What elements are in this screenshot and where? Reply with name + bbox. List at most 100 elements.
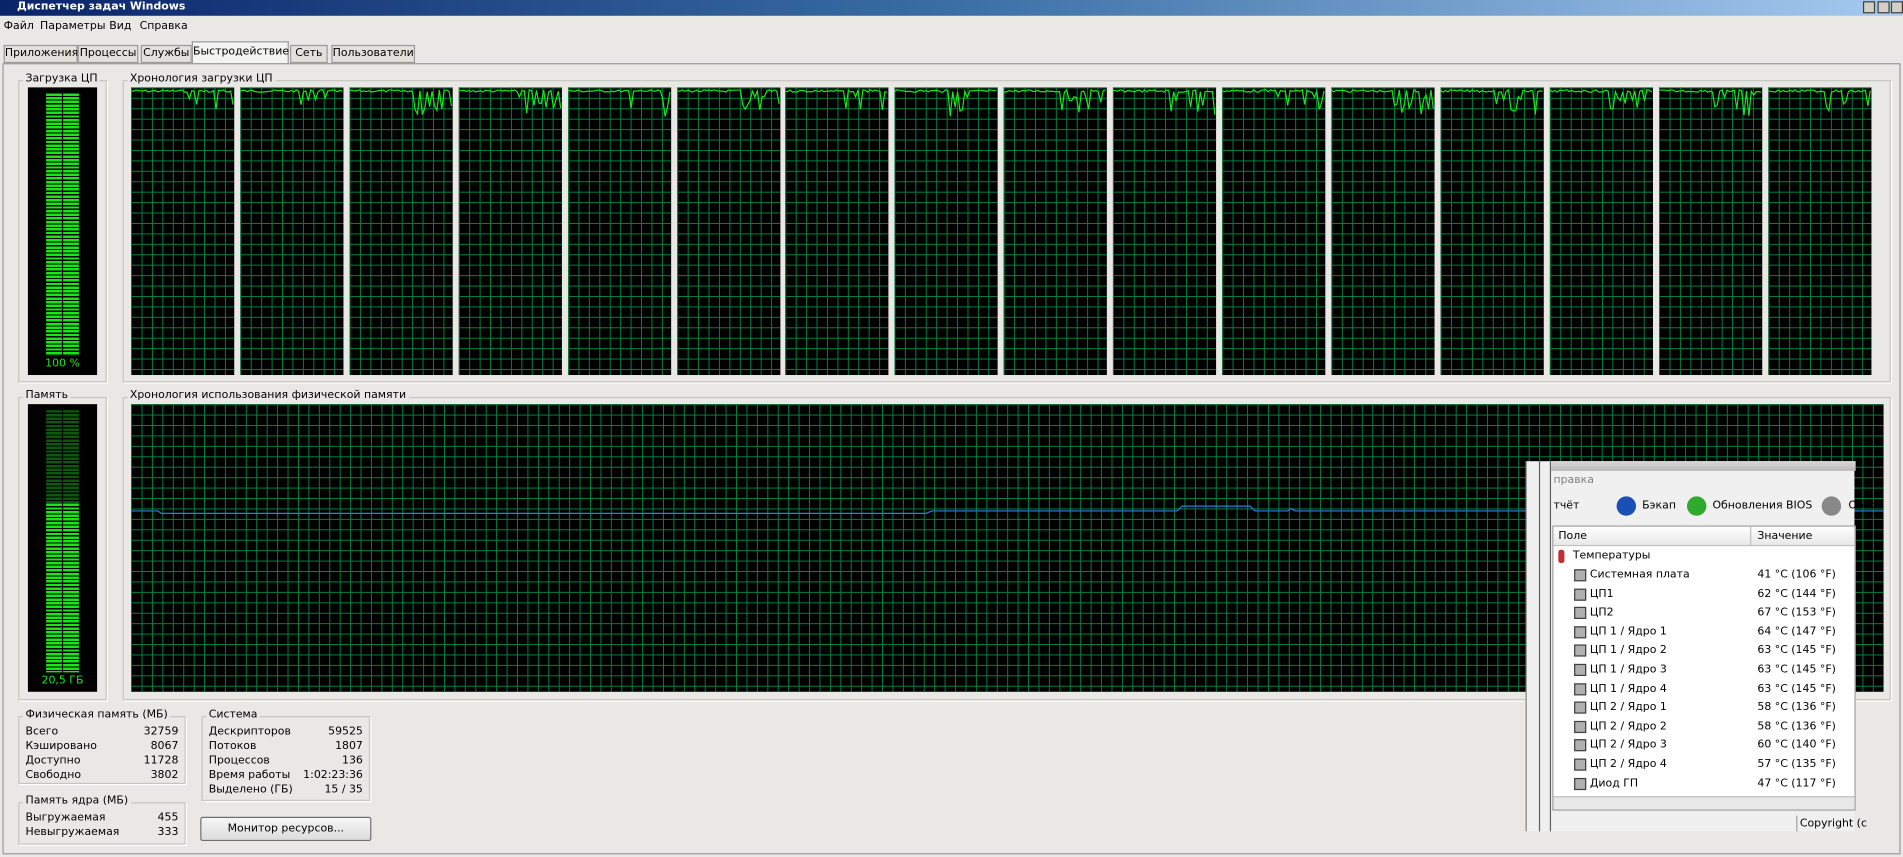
window-button[interactable]: [1890, 1, 1903, 14]
sensor-name: ЦП 1 / Ядро 1: [1589, 625, 1667, 639]
sensor-value: 63 °C (145 °F): [1757, 682, 1836, 695]
history-line: [349, 89, 452, 116]
window-button[interactable]: [1862, 1, 1876, 14]
overlay-menu[interactable]: правка: [1553, 474, 1594, 487]
column-header[interactable]: Значение: [1757, 530, 1813, 543]
menu-item[interactable]: Файл: [3, 20, 34, 33]
sensor-icon: [1574, 777, 1587, 790]
graph-line-layer: [1767, 89, 1871, 113]
cpu-core-graph: [458, 87, 562, 376]
group-label: Память ядра (МБ): [23, 794, 131, 809]
history-line: [676, 88, 780, 111]
menu-item[interactable]: Параметры: [40, 20, 106, 33]
info-value: 3802: [150, 769, 179, 782]
menu-item[interactable]: Справка: [139, 20, 188, 33]
sensor-value: 63 °C (145 °F): [1757, 644, 1836, 658]
graph-line-layer: [676, 88, 780, 111]
window-button[interactable]: [1877, 1, 1890, 14]
tab[interactable]: Приложения: [3, 44, 78, 64]
sensor-icon: [1574, 625, 1587, 639]
column-header[interactable]: Поле: [1558, 530, 1587, 543]
column-divider: [1750, 526, 1752, 547]
sensor-name: ЦП2: [1589, 607, 1614, 620]
group-box: [122, 396, 1891, 701]
sensor-value: 47 °C (117 °F): [1757, 777, 1836, 790]
sensor-name: ЦП 2 / Ядро 2: [1589, 720, 1667, 733]
history-line: [1331, 88, 1434, 115]
gauge-bar-free: [46, 410, 62, 504]
gauge-bar-free: [63, 410, 79, 504]
info-label: Невыгружаемая: [25, 826, 120, 839]
graph-line-layer: [1003, 88, 1106, 113]
history-line: [240, 88, 343, 105]
sensor-name: ЦП 2 / Ядро 1: [1589, 701, 1667, 714]
status-footer: Copyright (c: [1799, 818, 1867, 831]
info-value: 455: [157, 811, 179, 825]
graph-line-layer: [131, 89, 234, 110]
group-label: Загрузка ЦП: [23, 72, 101, 87]
info-value: 11728: [143, 754, 179, 768]
info-label: Время работы: [208, 769, 291, 782]
group-label: Хронология загрузки ЦП: [127, 72, 276, 87]
sensor-value: 67 °C (153 °F): [1757, 607, 1836, 620]
tab[interactable]: Сеть: [290, 44, 328, 64]
toolbar-button[interactable]: Обно: [1848, 500, 1878, 513]
info-label: Выделено (ГБ): [208, 784, 293, 797]
history-line: [1003, 88, 1106, 113]
toolbar-button[interactable]: Бэкап: [1642, 500, 1676, 513]
history-line: [785, 89, 888, 110]
toolbar-icon: [1616, 496, 1637, 516]
cpu-core-graph: [1549, 87, 1653, 376]
window-title: Диспетчер задач Windows: [16, 1, 186, 14]
graph-line-layer: [1658, 88, 1761, 116]
info-value: 1:02:23:36: [303, 769, 363, 782]
sensor-name: ЦП1: [1589, 588, 1614, 601]
cpu-core-graph: [1113, 87, 1217, 376]
memory-gauge: 20,5 ГБ: [27, 404, 98, 692]
history-line: [1767, 89, 1871, 113]
status-divider: [1796, 815, 1798, 832]
tab[interactable]: Процессы: [77, 44, 139, 64]
group-label: Память: [23, 389, 71, 403]
info-label: Доступно: [25, 754, 81, 768]
cpu-core-graph: [349, 87, 453, 376]
toolbar-button[interactable]: тчёт: [1553, 500, 1580, 513]
toolbar-button[interactable]: Обновления BIOS: [1712, 500, 1813, 513]
tab[interactable]: Пользователи: [331, 44, 416, 64]
overlay-titlebar: [1551, 461, 1856, 471]
tab[interactable]: Службы: [140, 44, 192, 64]
info-label: Выгружаемая: [25, 811, 106, 825]
sensor-value: 58 °C (136 °F): [1757, 720, 1836, 733]
group-icon: [1558, 549, 1565, 564]
cpu-core-graph: [1222, 87, 1326, 376]
cpu-core-graph: [567, 87, 671, 376]
tab[interactable]: Быстродействие: [191, 41, 289, 64]
gauge-value: 20,5 ГБ: [41, 674, 84, 687]
graph-line-layer: [240, 88, 343, 105]
cpu-core-graph: [240, 87, 344, 376]
history-line: [1113, 89, 1216, 115]
gauge-bar-used: [63, 503, 79, 673]
sensor-name: ЦП 2 / Ядро 4: [1589, 758, 1667, 771]
history-line: [567, 89, 671, 117]
sensor-value: 60 °C (140 °F): [1757, 739, 1836, 752]
sensor-value: 57 °C (135 °F): [1757, 758, 1836, 771]
cpu-core-graph: [131, 87, 235, 376]
sensor-value: 63 °C (145 °F): [1757, 663, 1836, 677]
tab-panel-border: [2, 63, 1901, 855]
graph-line-layer: [1440, 88, 1543, 115]
graph-line-layer: [131, 505, 1884, 514]
info-value: 333: [157, 826, 179, 839]
sensor-icon: [1574, 682, 1587, 695]
cpu-core-graph: [785, 87, 889, 376]
history-line: [894, 88, 997, 117]
resource-monitor-button[interactable]: Монитор ресурсов...: [200, 816, 372, 842]
history-line: [1222, 88, 1325, 110]
history-line: [1658, 88, 1761, 116]
history-line: [131, 89, 234, 110]
sensor-icon: [1574, 607, 1587, 620]
history-line: [1549, 88, 1652, 110]
sensor-group: Температуры: [1572, 549, 1651, 562]
sensor-icon: [1574, 644, 1587, 658]
menu-item[interactable]: Вид: [109, 20, 132, 33]
